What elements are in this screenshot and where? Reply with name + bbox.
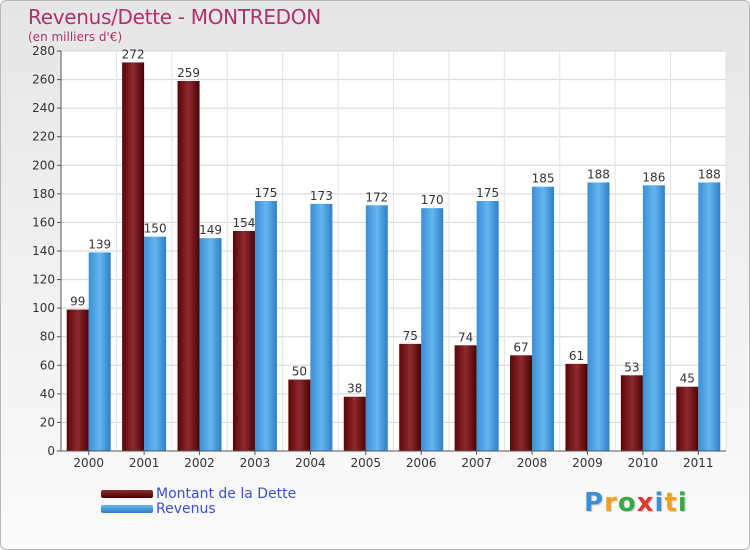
x-tick-label: 2011 — [683, 456, 714, 470]
bar-revenus — [365, 205, 388, 451]
data-label-dette: 53 — [624, 360, 639, 374]
x-tick-label: 2002 — [184, 456, 215, 470]
data-label-revenus: 172 — [365, 190, 388, 204]
legend-label-dette: Montant de la Dette — [156, 486, 297, 502]
y-tick-label: 120 — [32, 273, 55, 287]
bar-revenus — [642, 185, 665, 452]
y-tick-label: 20 — [40, 415, 55, 429]
logo-letter: x — [636, 488, 655, 518]
data-label-revenus: 186 — [642, 170, 665, 184]
bar-dette — [676, 386, 699, 451]
x-tick-label: 2004 — [295, 456, 326, 470]
x-tick-label: 2005 — [351, 456, 382, 470]
bar-dette — [620, 375, 643, 451]
data-label-revenus: 139 — [88, 237, 111, 251]
bar-dette — [288, 379, 311, 451]
bar-dette — [66, 309, 89, 451]
data-label-revenus: 149 — [199, 223, 222, 237]
x-tick-label: 2001 — [129, 456, 160, 470]
bar-revenus — [532, 186, 555, 451]
logo-letter: i — [677, 488, 688, 518]
legend-label-revenus: Revenus — [156, 501, 216, 517]
bar-revenus — [144, 236, 167, 451]
chart-subtitle: (en milliers d'€) — [28, 30, 123, 44]
x-tick-label: 2000 — [73, 456, 104, 470]
y-tick-label: 260 — [32, 73, 55, 87]
data-label-revenus: 188 — [587, 167, 610, 181]
logo-letter: r — [604, 488, 618, 518]
bar-dette — [565, 363, 588, 451]
bar-revenus — [199, 238, 222, 451]
x-tick-label: 2006 — [406, 456, 437, 470]
data-label-revenus: 175 — [476, 186, 499, 200]
x-tick-label: 2003 — [240, 456, 271, 470]
proxiti-logo: Proxiti — [584, 488, 688, 518]
y-tick-label: 40 — [40, 387, 55, 401]
logo-letter: o — [617, 488, 637, 518]
data-label-revenus: 170 — [421, 193, 444, 207]
data-label-dette: 38 — [347, 382, 362, 396]
bar-dette — [454, 345, 477, 451]
bar-dette — [232, 231, 255, 451]
legend-swatch-dette — [101, 490, 153, 498]
data-label-revenus: 150 — [144, 222, 167, 236]
y-tick-label: 60 — [40, 358, 55, 372]
data-label-dette: 61 — [569, 349, 584, 363]
data-label-dette: 272 — [122, 47, 145, 61]
bar-dette — [122, 62, 145, 452]
y-tick-label: 0 — [47, 444, 55, 458]
logo-letter: P — [584, 488, 605, 518]
y-tick-label: 200 — [32, 158, 55, 172]
data-label-revenus: 173 — [310, 189, 333, 203]
bar-revenus — [587, 182, 610, 451]
logo-letter: i — [654, 488, 665, 518]
bar-dette — [343, 396, 366, 451]
bar-revenus — [698, 182, 721, 451]
bar-dette — [399, 343, 422, 451]
data-label-dette: 154 — [233, 216, 256, 230]
y-tick-label: 180 — [32, 187, 55, 201]
y-tick-label: 160 — [32, 215, 55, 229]
bar-revenus — [88, 252, 111, 451]
x-tick-label: 2010 — [628, 456, 659, 470]
bar-dette — [177, 81, 200, 451]
y-tick-label: 220 — [32, 130, 55, 144]
data-label-dette: 74 — [458, 330, 473, 344]
y-tick-label: 240 — [32, 101, 55, 115]
y-tick-label: 280 — [32, 44, 55, 58]
bar-revenus — [476, 201, 499, 451]
bar-revenus — [254, 201, 277, 451]
legend-swatch-revenus — [101, 505, 153, 513]
logo-letter: t — [664, 488, 678, 518]
y-tick-label: 80 — [40, 330, 55, 344]
data-label-dette: 99 — [70, 295, 85, 309]
y-tick-label: 100 — [32, 301, 55, 315]
data-label-dette: 45 — [680, 372, 695, 386]
data-label-revenus: 175 — [255, 186, 278, 200]
x-tick-label: 2008 — [517, 456, 548, 470]
bar-dette — [510, 355, 533, 451]
data-label-dette: 67 — [513, 340, 528, 354]
bar-revenus — [310, 203, 333, 451]
x-tick-label: 2007 — [461, 456, 492, 470]
x-tick-label: 2009 — [572, 456, 603, 470]
data-label-dette: 75 — [403, 329, 418, 343]
bar-revenus — [421, 208, 444, 451]
data-label-dette: 50 — [292, 365, 307, 379]
chart-title: Revenus/Dette - MONTREDON — [28, 5, 321, 29]
data-label-dette: 259 — [177, 66, 200, 80]
data-label-revenus: 188 — [698, 167, 721, 181]
data-label-revenus: 185 — [532, 172, 555, 186]
y-tick-label: 140 — [32, 244, 55, 258]
